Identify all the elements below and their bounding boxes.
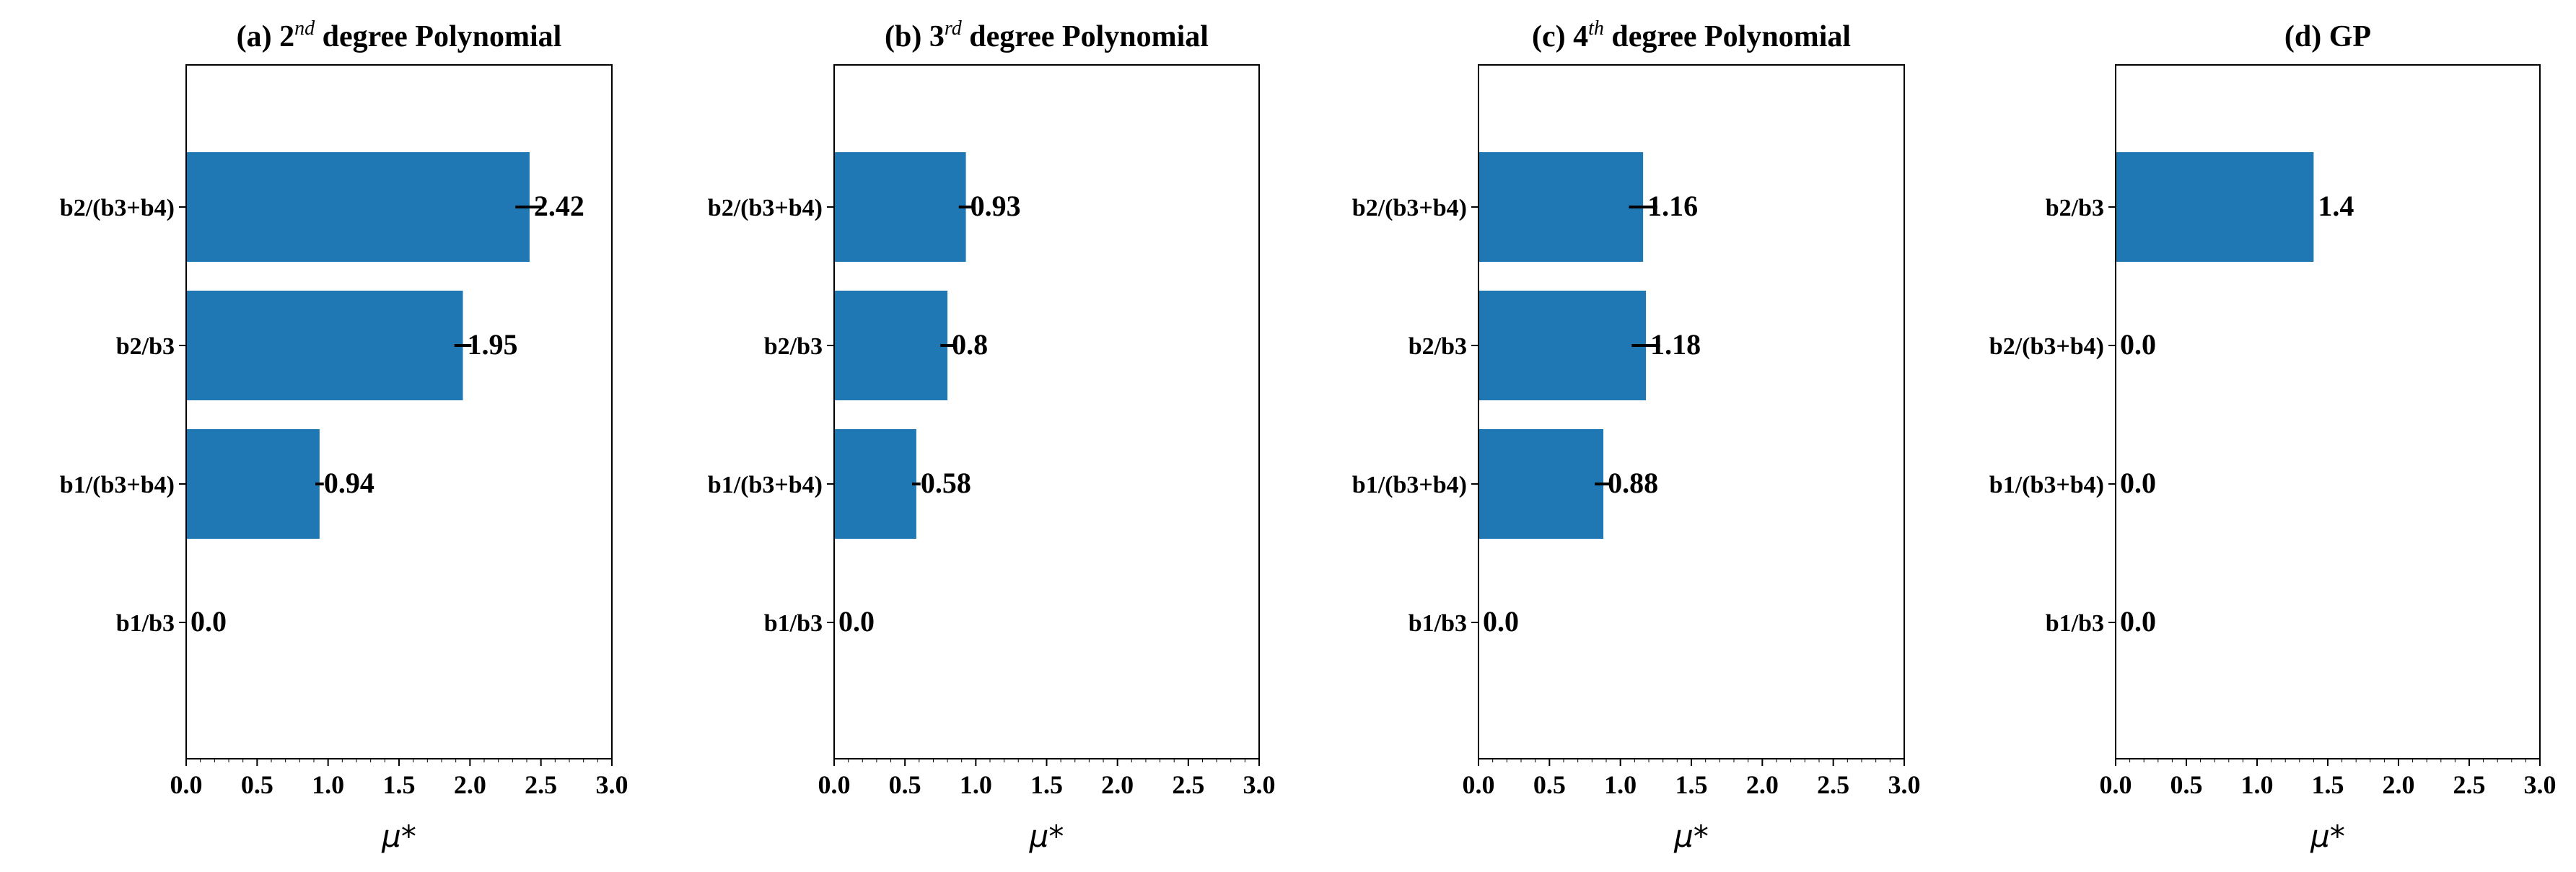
data-label: 0.0 [838, 605, 875, 638]
data-label: 0.0 [190, 605, 227, 638]
data-label: 1.4 [2318, 190, 2354, 222]
data-label: 0.0 [2120, 467, 2156, 499]
x-tick-label: 2.0 [1746, 770, 1779, 799]
data-label: 0.0 [2120, 605, 2156, 638]
panel-title-part: degree Polynomial [1604, 20, 1851, 53]
x-tick-label: 2.5 [1817, 770, 1849, 799]
y-tick-label: b2/(b3+b4) [708, 195, 823, 221]
x-tick-label: 1.5 [1675, 770, 1708, 799]
data-label: 1.16 [1647, 190, 1698, 222]
x-tick-label: 0.5 [889, 770, 921, 799]
panel-title-part: (a) 2 [237, 20, 294, 53]
y-tick-label: b2/b3 [1409, 333, 1467, 360]
x-tick-label: 1.5 [383, 770, 416, 799]
x-tick-label: 0.5 [2170, 770, 2203, 799]
bar [1478, 152, 1644, 262]
x-axis-label: μ* [1673, 819, 1709, 854]
x-tick-label: 1.0 [2241, 770, 2274, 799]
bar [186, 152, 530, 262]
x-axis-label: μ* [2310, 819, 2345, 854]
data-label: 0.94 [324, 467, 374, 499]
bar [186, 429, 320, 539]
y-tick-label: b1/b3 [116, 610, 175, 637]
data-label: 1.18 [1650, 328, 1701, 361]
bar [186, 291, 463, 400]
x-tick-label: 1.0 [960, 770, 992, 799]
x-tick-label: 2.5 [2453, 770, 2486, 799]
y-tick-label: b1/b3 [2046, 610, 2104, 637]
x-tick-label: 1.0 [312, 770, 344, 799]
x-tick-label: 2.5 [525, 770, 557, 799]
bar [834, 291, 948, 400]
x-tick-label: 2.0 [454, 770, 486, 799]
panel-2: (b) 3rd degree Polynomial 0.93 b2/(b3+b4) 0… [708, 17, 1276, 854]
panel-title-part: (b) 3 [885, 20, 945, 53]
y-tick-label: b1/b3 [1409, 610, 1467, 637]
x-tick-label: 0.5 [1533, 770, 1566, 799]
panel-title-part: (c) 4 [1532, 20, 1588, 53]
panel-title: (a) 2nd degree Polynomial [237, 17, 562, 53]
panel-title-part: (d) GP [2284, 20, 2371, 53]
x-tick-label: 2.5 [1172, 770, 1204, 799]
y-tick-label: b1/(b3+b4) [1352, 472, 1467, 498]
y-tick-label: b2/(b3+b4) [60, 195, 175, 221]
x-tick-label: 1.5 [1030, 770, 1063, 799]
data-label: 2.42 [534, 190, 584, 222]
panel-title-part: degree Polynomial [962, 20, 1209, 53]
x-axis-label: μ* [1029, 819, 1064, 854]
data-label: 0.58 [921, 467, 971, 499]
y-tick-label: b1/b3 [764, 610, 823, 637]
data-label: 0.93 [971, 190, 1021, 222]
x-tick-label: 0.0 [2100, 770, 2132, 799]
y-tick-label: b2/(b3+b4) [1989, 333, 2104, 360]
panel-3: (c) 4th degree Polynomial 1.16 b2/(b3+b4) 1… [1352, 17, 1921, 854]
bar [834, 152, 966, 262]
data-label: 0.88 [1608, 467, 1658, 499]
y-tick-label: b1/(b3+b4) [708, 472, 823, 498]
data-label: 0.0 [2120, 328, 2156, 361]
bar [834, 429, 916, 539]
x-tick-label: 1.5 [2312, 770, 2344, 799]
panel-title-sup: th [1588, 17, 1604, 40]
x-tick-label: 0.0 [818, 770, 851, 799]
bar [1478, 291, 1647, 400]
y-tick-label: b2/b3 [764, 333, 823, 360]
x-tick-label: 3.0 [2524, 770, 2557, 799]
panel-title-part: degree Polynomial [315, 20, 561, 53]
data-label: 0.8 [952, 328, 988, 361]
bar [1478, 429, 1604, 539]
panel-1: (a) 2nd degree Polynomial 2.42 b2/(b3+b4) 1… [60, 17, 628, 854]
y-tick-label: b1/(b3+b4) [1989, 472, 2104, 498]
panel-title-sup: nd [294, 17, 315, 40]
data-label: 1.95 [468, 328, 518, 361]
x-tick-label: 3.0 [1243, 770, 1276, 799]
panel-4: (d) GP 1.4 b2/b3 0.0 b2/(b3+b4) 0.0 b1/(b3+b4)… [1989, 20, 2557, 854]
x-tick-label: 2.0 [1101, 770, 1134, 799]
x-tick-label: 3.0 [596, 770, 628, 799]
data-label: 0.0 [1483, 605, 1519, 638]
y-tick-label: b2/b3 [116, 333, 175, 360]
x-tick-label: 1.0 [1604, 770, 1637, 799]
x-tick-label: 2.0 [2383, 770, 2415, 799]
y-tick-label: b2/(b3+b4) [1352, 195, 1467, 221]
x-tick-label: 0.5 [241, 770, 273, 799]
panel-title: (c) 4th degree Polynomial [1532, 17, 1851, 53]
x-tick-label: 0.0 [1463, 770, 1495, 799]
x-tick-label: 3.0 [1888, 770, 1921, 799]
bar [2116, 152, 2314, 262]
y-tick-label: b2/b3 [2046, 195, 2104, 221]
y-tick-label: b1/(b3+b4) [60, 472, 175, 498]
panel-title-sup: rd [945, 17, 963, 40]
x-axis-label: μ* [381, 819, 416, 854]
x-tick-label: 0.0 [170, 770, 203, 799]
panel-title: (b) 3rd degree Polynomial [885, 17, 1209, 53]
panel-title: (d) GP [2284, 20, 2371, 53]
